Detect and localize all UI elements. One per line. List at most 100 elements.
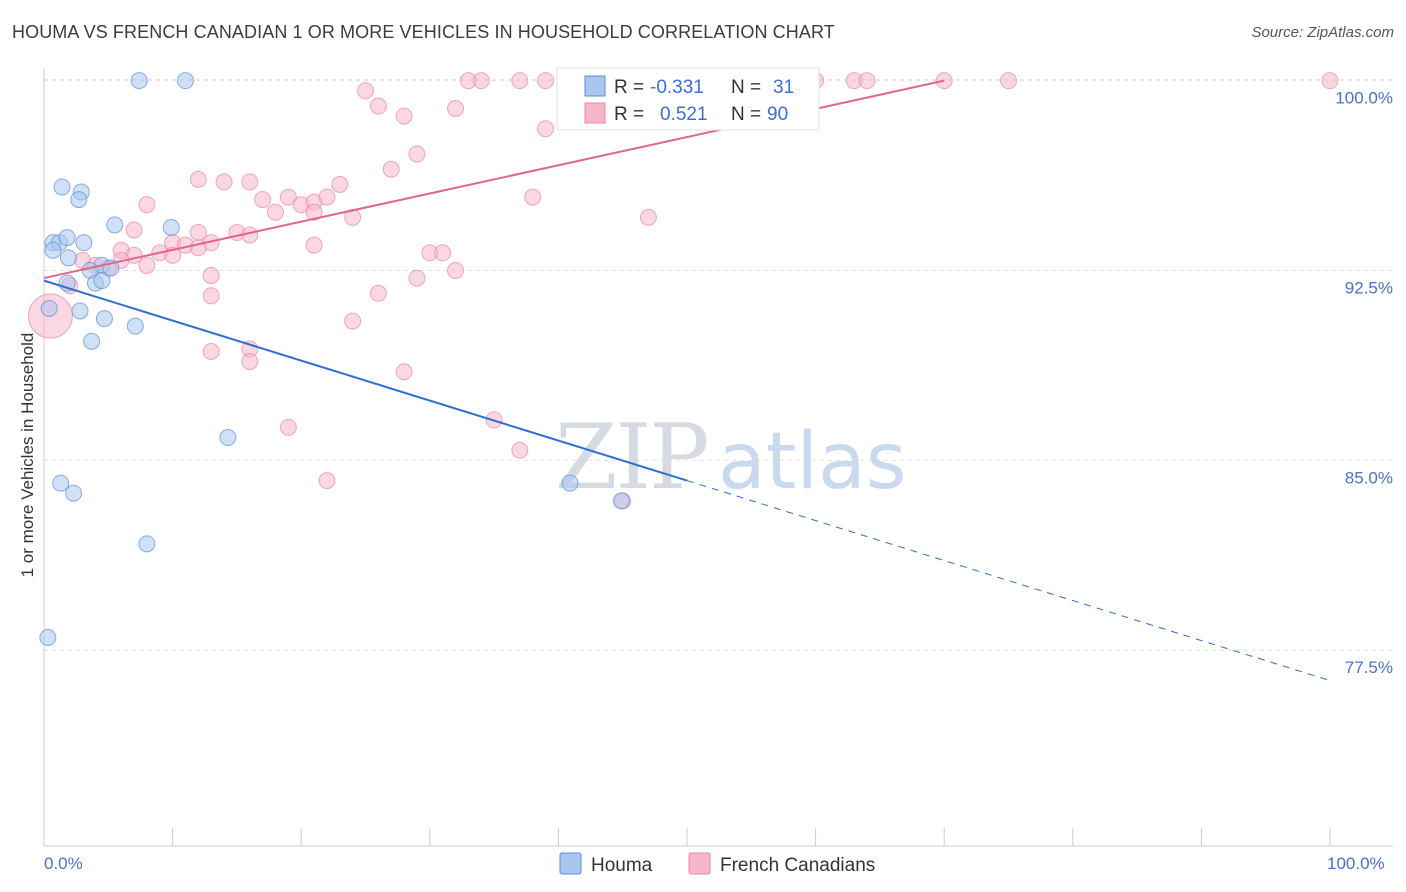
legend-french-n: 90 — [767, 104, 788, 125]
french-point — [138, 256, 156, 274]
houma-point — [126, 317, 144, 335]
french-point — [537, 72, 555, 90]
french-point — [202, 342, 220, 360]
french-point — [382, 160, 400, 178]
houma-point — [59, 249, 77, 267]
watermark-atlas: atlas — [718, 417, 907, 507]
french-point — [524, 188, 542, 206]
french-point — [1321, 72, 1339, 90]
french-point — [344, 312, 362, 330]
french-point — [472, 72, 490, 90]
french-point — [408, 145, 426, 163]
houma-point — [130, 72, 148, 90]
bottom-legend-french: French Canadians — [720, 855, 875, 876]
french-point — [331, 175, 349, 193]
houma-point — [162, 218, 180, 236]
french-point — [125, 221, 143, 239]
french-point — [241, 353, 259, 371]
french-point — [447, 99, 465, 117]
legend-french-n-label: N = — [731, 104, 761, 125]
houma-point — [561, 474, 579, 492]
french-point — [254, 191, 272, 209]
french-point — [189, 224, 207, 242]
y-tick-label: 92.5% — [1345, 278, 1393, 297]
houma-point — [39, 629, 57, 647]
french-point — [189, 170, 207, 188]
french-point — [395, 363, 413, 381]
french-point — [369, 97, 387, 115]
legend-french-r-label: R = — [614, 104, 644, 125]
series-legend: Houma French Canadians — [559, 852, 875, 876]
y-tick-labels: 100.0% 92.5% 85.0% 77.5% — [1335, 89, 1393, 678]
houma-point — [44, 241, 62, 259]
french-point — [202, 267, 220, 285]
french-point — [434, 244, 452, 262]
legend-houma-r-label: R = — [614, 77, 644, 98]
french-point — [395, 107, 413, 125]
french-point — [202, 287, 220, 305]
french-point — [305, 236, 323, 254]
legend-french-swatch — [584, 102, 606, 124]
y-axis-title: 1 or more Vehicles in Household — [18, 333, 37, 578]
houma-point — [52, 474, 70, 492]
french-point — [511, 441, 529, 459]
french-point — [138, 196, 156, 214]
houma-point — [53, 178, 71, 196]
watermark: ZIP atlas — [555, 405, 907, 510]
french-point — [357, 82, 374, 100]
legend-houma-r: -0.331 — [650, 77, 704, 98]
houma-point — [106, 216, 124, 234]
french-point — [305, 203, 323, 221]
french-point — [344, 208, 362, 226]
points — [27, 72, 1339, 647]
x-tick-label-min: 0.0% — [44, 854, 83, 873]
houma-point — [219, 429, 237, 447]
y-tick-label: 77.5% — [1345, 658, 1393, 677]
y-tick-label: 85.0% — [1345, 468, 1393, 487]
source-label: Source: ZipAtlas.com — [1251, 24, 1394, 41]
houma-point — [40, 299, 58, 317]
watermark-zip: ZIP — [555, 405, 708, 510]
houma-point — [83, 332, 101, 350]
french-point — [369, 284, 387, 302]
legend-houma-n: 31 — [773, 77, 794, 98]
houma-point — [71, 302, 89, 320]
french-point — [215, 173, 233, 191]
french-point — [279, 188, 297, 206]
bottom-legend-houma: Houma — [591, 855, 653, 876]
french-point — [858, 72, 876, 90]
x-tick-label-max: 100.0% — [1327, 854, 1385, 873]
french-point — [318, 188, 336, 206]
houma-point — [176, 72, 194, 90]
french-point — [511, 72, 529, 90]
houma-point — [138, 535, 156, 553]
houma-point — [93, 272, 111, 290]
houma-point — [612, 492, 630, 510]
houma-point — [65, 484, 83, 502]
bottom-legend-houma-swatch — [559, 852, 582, 875]
houma-point — [58, 229, 76, 247]
axes — [43, 68, 1393, 847]
trendlines — [43, 79, 1331, 682]
legend-french-r: 0.521 — [660, 104, 708, 125]
legend-houma-n-label: N = — [731, 77, 761, 98]
houma-trendline-extension — [686, 480, 1331, 682]
houma-point — [95, 310, 113, 328]
legend-houma-swatch — [584, 75, 606, 97]
french-point — [318, 472, 336, 490]
french-point — [447, 261, 465, 279]
y-tick-label: 100.0% — [1335, 89, 1393, 108]
houma-point — [70, 191, 88, 209]
french-point — [279, 418, 297, 436]
houma-trendline — [43, 279, 688, 482]
stats-legend: R = -0.331 N = 31 R = 0.521 N = 90 — [556, 67, 820, 131]
french-point — [266, 203, 284, 221]
french-point — [408, 269, 426, 287]
houma-point — [75, 234, 93, 252]
french-point — [1000, 72, 1017, 90]
french-point — [639, 208, 657, 226]
chart-title: HOUMA VS FRENCH CANADIAN 1 OR MORE VEHIC… — [12, 22, 835, 42]
french-point — [241, 173, 259, 191]
bottom-legend-french-swatch — [688, 852, 711, 875]
